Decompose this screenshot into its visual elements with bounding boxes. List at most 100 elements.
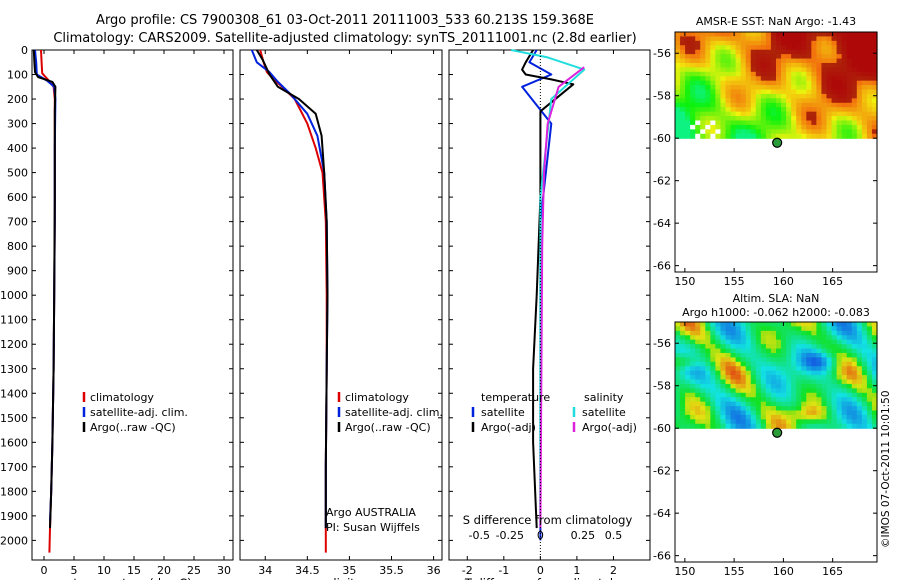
heatmap-cell: [781, 410, 787, 416]
heatmap-cell: [680, 339, 686, 345]
heatmap-cell: [710, 383, 716, 389]
heatmap-cell: [786, 54, 792, 60]
heatmap-cell: [776, 45, 782, 51]
heatmap-cell: [745, 76, 752, 82]
heatmap-cell: [705, 89, 711, 95]
heatmap-cell: [715, 133, 722, 139]
heatmap-cell: [740, 62, 747, 68]
heatmap-cell: [856, 322, 863, 328]
heatmap-cell: [866, 67, 873, 73]
heatmap-cell: [685, 339, 691, 345]
heatmap-cell: [836, 352, 843, 358]
heatmap-cell: [745, 330, 752, 336]
heatmap-cell: [811, 36, 817, 42]
heatmap-cell: [836, 326, 843, 332]
heatmap-cell: [791, 383, 797, 389]
heatmap-cell: [791, 330, 797, 336]
heatmap-cell: [826, 379, 833, 385]
heatmap-cell: [801, 339, 807, 345]
heatmap-cell: [725, 375, 732, 381]
heatmap-cell: [831, 89, 838, 95]
heatmap-cell: [680, 62, 686, 68]
heatmap-cell: [871, 339, 878, 345]
heatmap-cell: [755, 124, 762, 130]
heatmap-cell: [826, 124, 833, 130]
heatmap-cell: [816, 401, 823, 407]
y-tick-label: 800: [7, 240, 28, 253]
heatmap-cell: [760, 335, 767, 341]
heatmap-cell: [745, 89, 752, 95]
heatmap-cell: [841, 406, 848, 412]
heatmap-cell: [750, 352, 757, 358]
heatmap-cell: [705, 49, 711, 55]
heatmap-cell: [851, 54, 858, 60]
heatmap-cell: [781, 401, 787, 407]
heatmap-cell: [816, 322, 823, 328]
heatmap-cell: [846, 344, 853, 350]
heatmap-cell: [851, 375, 858, 381]
heatmap-cell: [700, 366, 706, 372]
heatmap-cell: [856, 357, 863, 363]
heatmap-cell: [720, 71, 727, 77]
heatmap-cell: [776, 116, 782, 122]
heatmap-cell: [730, 397, 737, 403]
heatmap-cell: [745, 370, 752, 376]
heatmap-cell: [725, 85, 732, 91]
heatmap-cell: [715, 120, 722, 126]
heatmap-cell: [821, 32, 828, 38]
heatmap-cell: [781, 388, 787, 394]
heatmap-cell: [786, 375, 792, 381]
heatmap-cell: [745, 361, 752, 367]
y-tick-label: 600: [7, 191, 28, 204]
heatmap-cell: [871, 49, 878, 55]
heatmap-cell: [700, 397, 706, 403]
heatmap-cell: [791, 375, 797, 381]
heatmap-cell: [831, 344, 838, 350]
heatmap-cell: [781, 366, 787, 372]
heatmap-cell: [725, 423, 732, 429]
heatmap-cell: [720, 357, 727, 363]
x2-tick-label: -0.25: [496, 529, 524, 542]
heatmap-cell: [861, 54, 868, 60]
heatmap-cell: [725, 129, 732, 135]
heatmap-cell: [680, 326, 686, 332]
heatmap-cell: [791, 54, 797, 60]
heatmap-cell: [695, 344, 701, 350]
heatmap-cell: [796, 107, 802, 113]
heatmap-cell: [781, 397, 787, 403]
heatmap-cell: [851, 330, 858, 336]
heatmap-cell: [730, 330, 737, 336]
heatmap-cell: [866, 93, 873, 99]
heatmap-cell: [675, 401, 681, 407]
heatmap-cell: [750, 49, 757, 55]
heatmap-cell: [851, 85, 858, 91]
heatmap-cell: [831, 76, 838, 82]
heatmap-cell: [710, 71, 716, 77]
heatmap-cell: [831, 54, 838, 60]
heatmap-cell: [826, 366, 833, 372]
heatmap-cell: [720, 133, 727, 139]
heatmap-cell: [770, 344, 777, 350]
heatmap-cell: [786, 322, 792, 328]
heatmap-cell: [715, 102, 722, 108]
heatmap-cell: [715, 107, 722, 113]
heatmap-cell: [725, 93, 732, 99]
heatmap-cell: [740, 419, 747, 425]
heatmap-cell: [720, 419, 727, 425]
heatmap-cell: [675, 129, 681, 135]
heatmap-cell: [755, 330, 762, 336]
heatmap-cell: [720, 379, 727, 385]
heatmap-cell: [695, 102, 701, 108]
heatmap-cell: [836, 379, 843, 385]
heatmap-cell: [740, 71, 747, 77]
heatmap-cell: [705, 111, 711, 117]
heatmap-cell: [841, 80, 848, 86]
heatmap-cell: [730, 85, 737, 91]
heatmap-cell: [796, 49, 802, 55]
heatmap-cell: [821, 352, 828, 358]
heatmap-cell: [735, 93, 742, 99]
heatmap-cell: [786, 330, 792, 336]
x-tick-label: 5: [71, 564, 78, 577]
heatmap-cell: [861, 361, 868, 367]
heatmap-cell: [745, 120, 752, 126]
